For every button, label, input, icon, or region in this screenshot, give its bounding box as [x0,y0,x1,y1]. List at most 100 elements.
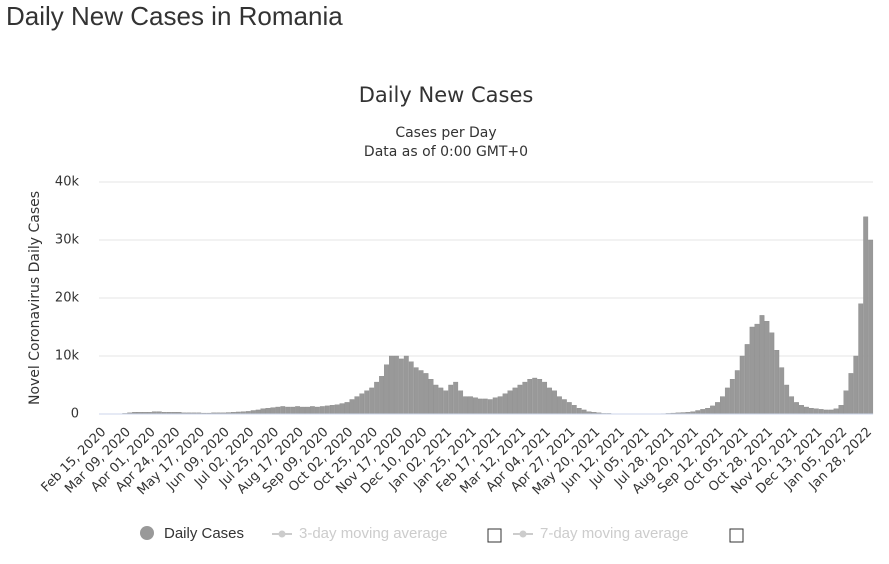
bar [448,384,454,415]
checkbox[interactable] [729,528,744,543]
bar [309,406,315,415]
bar [477,398,483,415]
bar [265,408,271,415]
bar [364,390,370,415]
bar [848,373,854,415]
y-tick-label: 10k [55,349,80,364]
bar [433,384,439,415]
legend-marker[interactable] [140,526,154,540]
bar [710,405,715,415]
legend-marker[interactable] [519,530,527,538]
bar [492,397,498,415]
bar [808,408,814,415]
bar [255,409,261,415]
bar [853,355,859,415]
chart-title: Daily New Cases [359,83,534,107]
bar [818,409,824,415]
bar [324,405,330,415]
bar [393,355,399,415]
bar [517,384,523,415]
bar [354,396,360,415]
bar [547,387,552,415]
bar [838,405,844,415]
bar [280,406,286,415]
bar [799,405,804,415]
bar [542,381,548,415]
bar [863,216,869,415]
bar [275,406,281,415]
bar [823,409,829,415]
bar [443,390,449,415]
bar [769,332,775,415]
bar [522,381,528,415]
bar [374,381,380,415]
bar [468,396,473,415]
y-tick-label: 0 [71,407,79,422]
bar [739,355,745,415]
legend-marker[interactable] [278,530,286,538]
bar [260,408,266,415]
legend-label[interactable]: Daily Cases [164,525,244,542]
bar [764,321,770,415]
bar [428,379,434,415]
bar [734,370,740,415]
y-axis-label: Novel Coronavirus Daily Cases [27,191,43,405]
bar [398,358,404,415]
bar [803,406,809,415]
bar [532,377,538,415]
bar [369,387,375,415]
y-tick-label: 40k [55,175,80,190]
bar [438,387,444,415]
checkbox[interactable] [487,528,502,543]
bar [334,404,340,415]
bar [359,393,365,415]
bar [581,409,587,415]
bar [556,396,562,415]
bar [527,379,533,415]
bar [749,326,755,415]
bar [868,239,874,415]
bar [314,406,320,415]
bar [715,402,720,415]
bar [458,390,464,415]
bar [789,396,795,415]
bar [418,370,424,415]
bar [724,387,730,415]
bar [389,355,394,415]
y-tick-label: 30k [55,233,80,248]
bar [339,403,345,415]
bar [453,381,459,415]
bar [384,364,389,415]
bar [408,361,414,415]
bar [754,323,760,415]
bar [571,405,577,415]
bar [759,315,765,415]
bar [502,393,508,415]
chart-subtitle: Cases per Day [395,125,496,141]
bar [487,399,493,415]
legend-label[interactable]: 7-day moving average [540,525,688,542]
bar [300,406,305,415]
legend-label[interactable]: 3-day moving average [299,525,447,542]
bar [497,396,503,415]
bar [833,408,839,415]
bar [423,373,429,415]
bar [858,303,864,415]
bar [828,409,834,415]
bar [319,406,325,415]
bar [537,379,543,415]
bar [774,350,780,415]
bar [794,402,799,415]
bar [270,407,276,415]
page-title: Daily New Cases in Romania [6,1,343,31]
bar [512,387,518,415]
bar [813,408,819,415]
bar [403,355,409,415]
bar [705,408,711,415]
bar [295,406,301,415]
bar [843,390,849,415]
bar [329,405,335,415]
bar [463,396,468,415]
bar [379,376,385,415]
